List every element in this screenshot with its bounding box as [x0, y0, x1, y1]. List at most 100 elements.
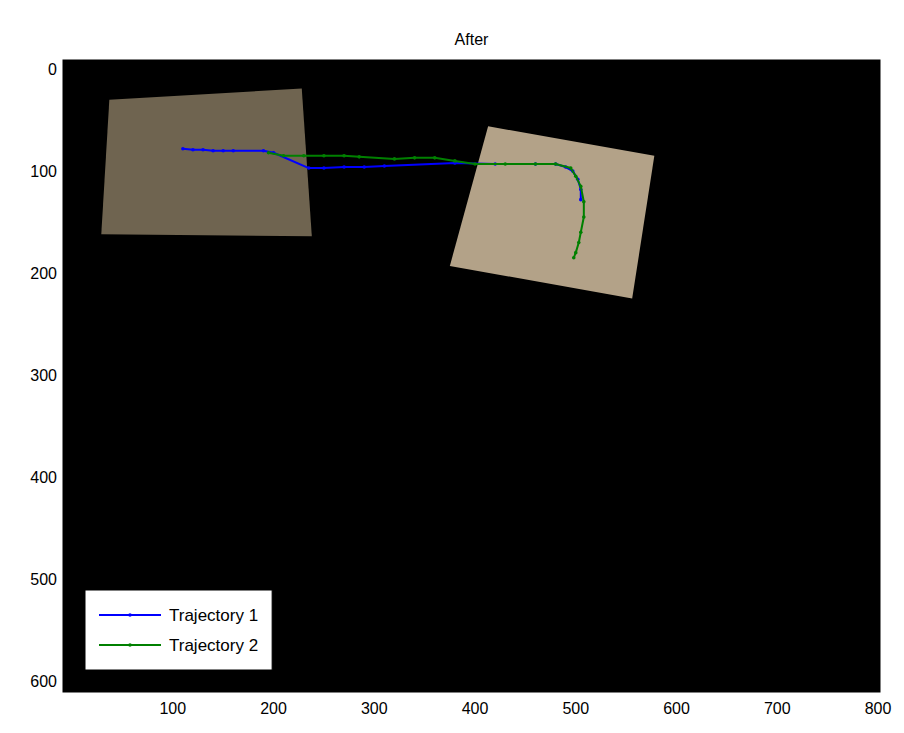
y-tick: [873, 273, 880, 274]
x-tick: [575, 60, 576, 67]
legend-label: Trajectory 1: [169, 606, 258, 625]
legend: Trajectory 1 Trajectory 2: [85, 590, 272, 670]
trajectory-line: [269, 153, 584, 258]
legend-line: [99, 644, 161, 646]
plot-frame: [63, 60, 880, 692]
trajectory-point: [503, 162, 507, 166]
y-tick: [873, 578, 880, 579]
y-tick-label: 100: [30, 163, 57, 180]
x-tick: [676, 685, 677, 692]
trajectory-point: [322, 166, 326, 170]
trajectory-point: [582, 200, 586, 204]
x-tick-label: 800: [865, 700, 892, 717]
trajectory-point: [262, 149, 266, 153]
legend-marker: [128, 643, 132, 647]
trajectory-point: [383, 164, 387, 168]
y-tick: [873, 374, 880, 375]
y-tick: [63, 273, 70, 274]
trajectory-point: [577, 241, 581, 245]
trajectory-point: [191, 148, 195, 152]
x-tick: [374, 685, 375, 692]
y-tick: [63, 374, 70, 375]
trajectory-point: [433, 156, 437, 160]
trajectory-point: [579, 230, 583, 234]
x-tick: [374, 60, 375, 67]
x-tick: [777, 60, 778, 67]
y-tick-label: 200: [30, 265, 57, 282]
trajectory-point: [357, 155, 361, 159]
trajectory-point: [413, 156, 417, 160]
x-tick-label: 300: [361, 700, 388, 717]
trajectory-point: [201, 148, 205, 152]
trajectory-point: [453, 159, 457, 163]
y-tick: [873, 69, 880, 70]
plot-marks: [101, 89, 654, 299]
y-tick: [63, 476, 70, 477]
y-tick: [873, 171, 880, 172]
trajectory-point: [574, 251, 578, 255]
y-tick: [873, 476, 880, 477]
trajectory-point: [211, 149, 215, 153]
x-tick-label: 500: [562, 700, 589, 717]
trajectory-point: [473, 162, 477, 166]
trajectory-point: [534, 162, 538, 166]
y-tick: [873, 680, 880, 681]
x-tick: [273, 60, 274, 67]
trajectory-point: [181, 147, 185, 151]
trajectory-point: [554, 162, 558, 166]
image-patch: [450, 126, 655, 298]
y-tick-label: 400: [30, 469, 57, 486]
trajectory-line: [183, 149, 581, 200]
trajectory-point: [342, 165, 346, 169]
legend-box: [85, 590, 272, 670]
x-tick: [172, 60, 173, 67]
trajectory-point: [307, 166, 311, 170]
trajectory-point: [282, 154, 286, 158]
trajectory-point: [579, 185, 583, 189]
y-tick: [63, 578, 70, 579]
trajectory-point: [267, 151, 271, 155]
y-tick: [63, 171, 70, 172]
trajectory-point: [582, 215, 586, 219]
trajectory-point: [574, 174, 578, 178]
x-tick: [575, 685, 576, 692]
x-tick: [475, 685, 476, 692]
x-tick-label: 600: [663, 700, 690, 717]
y-tick: [63, 69, 70, 70]
x-tick-label: 100: [159, 700, 186, 717]
trajectory-point: [579, 198, 583, 202]
x-tick: [172, 685, 173, 692]
x-tick: [877, 60, 878, 67]
trajectory-point: [302, 154, 306, 158]
x-tick-label: 400: [462, 700, 489, 717]
image-patch: [101, 89, 312, 237]
x-tick: [877, 685, 878, 692]
trajectory-point: [569, 166, 573, 170]
x-tick: [676, 60, 677, 67]
trajectory-point: [362, 165, 366, 169]
legend-label: Trajectory 2: [169, 636, 258, 655]
y-tick-label: 600: [30, 673, 57, 690]
title: After: [455, 31, 489, 48]
y-tick-label: 0: [48, 61, 57, 78]
trajectory-point: [342, 154, 346, 158]
y-tick-label: 500: [30, 571, 57, 588]
x-tick-label: 700: [764, 700, 791, 717]
chart: 100 200 300 400 500 600 700 800 0 100 200 300 400 500…: [0, 0, 904, 733]
trajectory-point: [221, 149, 225, 153]
x-tick: [273, 685, 274, 692]
x-tick: [475, 60, 476, 67]
legend-marker: [128, 613, 132, 617]
trajectory-point: [322, 154, 326, 158]
trajectory-point: [231, 149, 235, 153]
trajectory-point: [534, 162, 538, 166]
plot-background: [63, 60, 880, 692]
x-tick: [777, 685, 778, 692]
x-tick-label: 200: [260, 700, 287, 717]
trajectory-point: [393, 157, 397, 161]
trajectory-point: [554, 162, 558, 166]
trajectory-point: [572, 256, 576, 260]
y-tick-label: 300: [30, 367, 57, 384]
legend-line: [99, 614, 161, 616]
y-tick: [63, 680, 70, 681]
